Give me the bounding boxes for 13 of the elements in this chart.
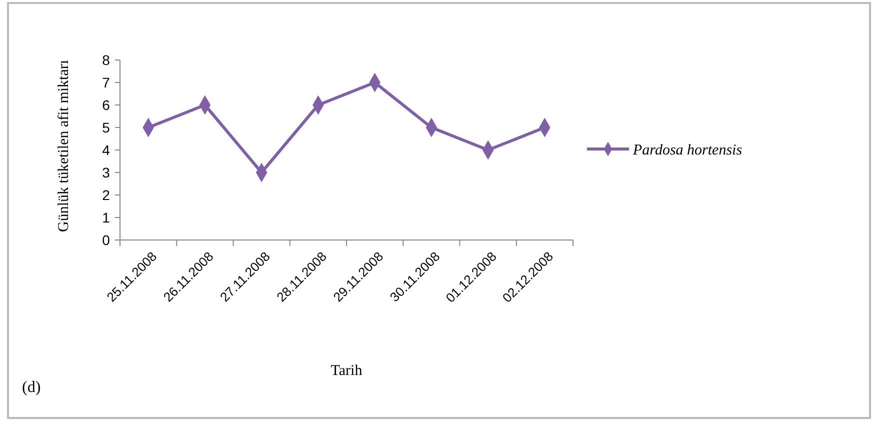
y-tick-label: 7	[102, 74, 110, 90]
x-axis-title: Tarih	[330, 363, 363, 379]
legend-label: Pardosa hortensis	[632, 142, 742, 158]
y-tick-label: 6	[102, 96, 110, 113]
y-tick-label: 4	[102, 142, 110, 158]
y-tick-label: 3	[102, 164, 110, 180]
y-tick-label: 1	[102, 209, 110, 226]
y-tick-label: 2	[102, 186, 110, 203]
text: (d)	[22, 379, 41, 396]
y-tick-label: 5	[102, 119, 110, 136]
y-axis-title: Günlük tüketilen afit miktarı	[56, 60, 72, 232]
y-tick-label: 0	[102, 232, 110, 248]
y-tick-label: 8	[102, 52, 110, 68]
